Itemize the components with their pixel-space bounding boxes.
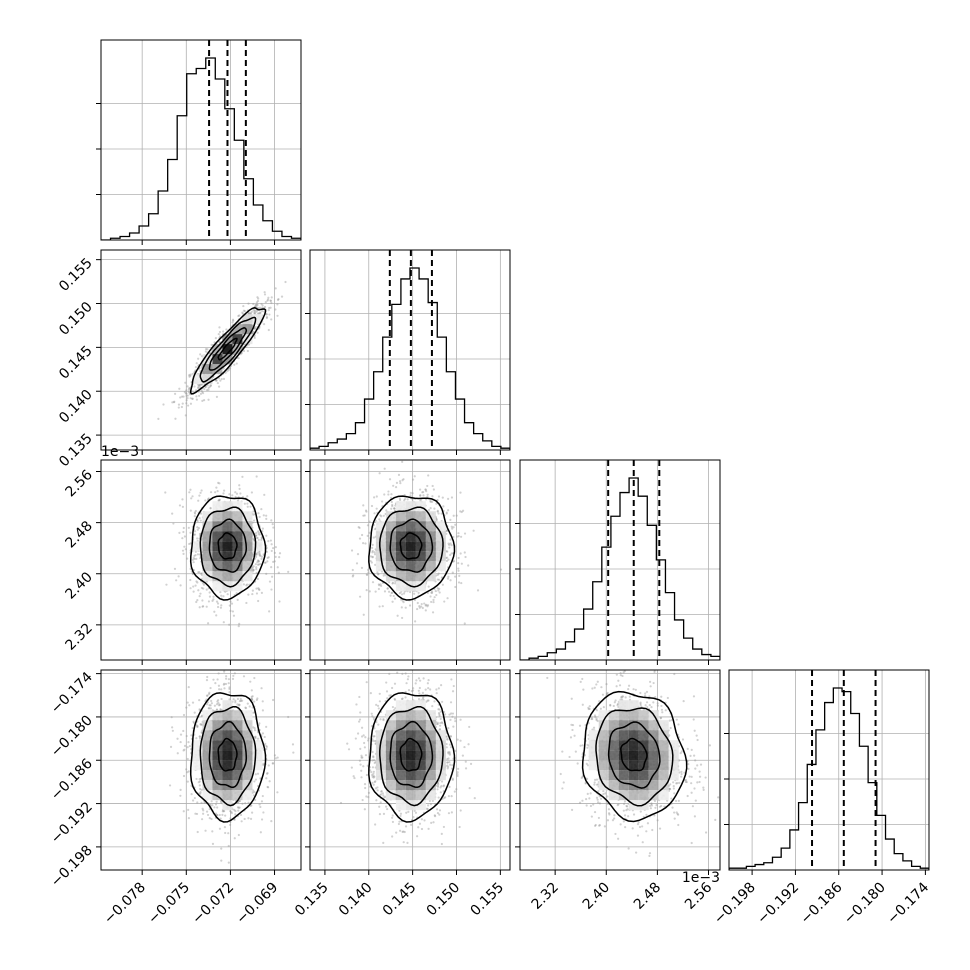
contour-line — [189, 307, 267, 395]
histogram-3 — [729, 687, 929, 870]
contour-line — [581, 690, 688, 823]
histogram-2 — [520, 477, 720, 660]
y-tick-label: −0.180 — [48, 712, 96, 760]
contour-line — [389, 720, 434, 789]
x-tick-label: 0.140 — [336, 880, 376, 920]
y-tick-label: −0.174 — [48, 669, 96, 717]
panel-frame — [100, 669, 302, 871]
panel-frame — [100, 39, 302, 241]
x-tick-label: 2.48 — [631, 880, 664, 913]
y-tick-label: −0.186 — [48, 756, 96, 804]
contour-line — [189, 692, 267, 823]
contour-line — [399, 532, 423, 560]
contour-line — [199, 705, 257, 807]
contour-line — [208, 327, 248, 371]
density-cells — [375, 700, 446, 811]
panel-frame — [100, 459, 302, 661]
x-tick-label: 0.155 — [468, 880, 508, 920]
panel-2-2 — [520, 460, 720, 660]
contour-line — [595, 707, 674, 807]
y-tick-label: 0.140 — [56, 387, 96, 427]
y-tick-label: 0.150 — [56, 299, 96, 339]
x-tick-label: 0.150 — [424, 880, 464, 920]
density-cells — [192, 501, 263, 592]
density-cells — [192, 700, 263, 811]
x-tick-label: −0.174 — [884, 879, 932, 927]
histogram-0 — [101, 57, 301, 240]
panel-frame — [309, 669, 511, 871]
contour-line — [389, 518, 434, 573]
contour-line — [189, 495, 267, 601]
contour-line — [620, 737, 648, 772]
contour-line — [217, 737, 238, 772]
panel-3-2 — [520, 670, 720, 870]
y-tick-label: 2.56 — [62, 467, 95, 500]
y-tick-label: 0.145 — [56, 343, 96, 383]
x-tick-label: −0.186 — [798, 879, 846, 927]
panel-1-0 — [101, 250, 301, 450]
y-tick-label: 2.40 — [62, 569, 95, 602]
contour-line — [199, 316, 257, 383]
contour-line — [607, 721, 661, 789]
x-tick-label: −0.180 — [841, 880, 889, 928]
contour-line — [208, 720, 248, 789]
y-tick-label: −0.192 — [48, 799, 96, 847]
x-tick-label: −0.192 — [754, 880, 802, 928]
panel-3-0 — [101, 670, 301, 870]
panel-frame — [519, 669, 721, 871]
panel-frame — [309, 459, 511, 661]
contour-line — [379, 506, 444, 588]
x-tick-label: −0.072 — [189, 880, 237, 928]
density-cells — [192, 314, 263, 385]
x-offset-label: 1e−3 — [682, 870, 720, 886]
panel-frame — [728, 669, 930, 871]
panel-frame — [309, 249, 511, 451]
y-tick-label: 2.32 — [62, 620, 95, 653]
contour-line — [368, 692, 456, 823]
panel-1-1 — [310, 250, 510, 450]
x-tick-label: −0.075 — [145, 880, 193, 928]
panel-0-0 — [101, 40, 301, 240]
contour-line — [217, 532, 238, 560]
x-tick-label: −0.078 — [101, 880, 149, 928]
panel-3-3 — [729, 670, 929, 870]
contour-line — [399, 737, 423, 772]
contour-line — [368, 495, 456, 601]
contour-line — [217, 337, 238, 361]
y-tick-label: −0.198 — [48, 842, 96, 890]
x-tick-label: 0.135 — [292, 880, 332, 920]
y-offset-label: 1e−3 — [101, 444, 139, 460]
y-tick-label: 0.135 — [56, 431, 96, 471]
contour-line — [379, 705, 444, 807]
panel-frame — [519, 459, 721, 661]
y-tick-label: 2.48 — [62, 518, 95, 551]
x-tick-label: 0.145 — [380, 880, 420, 920]
panel-frame — [100, 249, 302, 451]
contour-line — [208, 518, 248, 573]
contour-line — [199, 506, 257, 588]
density-cells — [375, 501, 446, 592]
density-cells — [588, 700, 679, 811]
x-tick-label: 2.40 — [580, 880, 613, 913]
x-tick-label: −0.069 — [233, 880, 281, 928]
x-tick-label: −0.198 — [711, 880, 759, 928]
x-tick-label: 2.32 — [529, 880, 562, 913]
panel-3-1 — [310, 670, 510, 870]
panel-2-0 — [101, 460, 301, 660]
panel-2-1 — [310, 460, 510, 660]
y-tick-label: 0.155 — [56, 255, 96, 295]
